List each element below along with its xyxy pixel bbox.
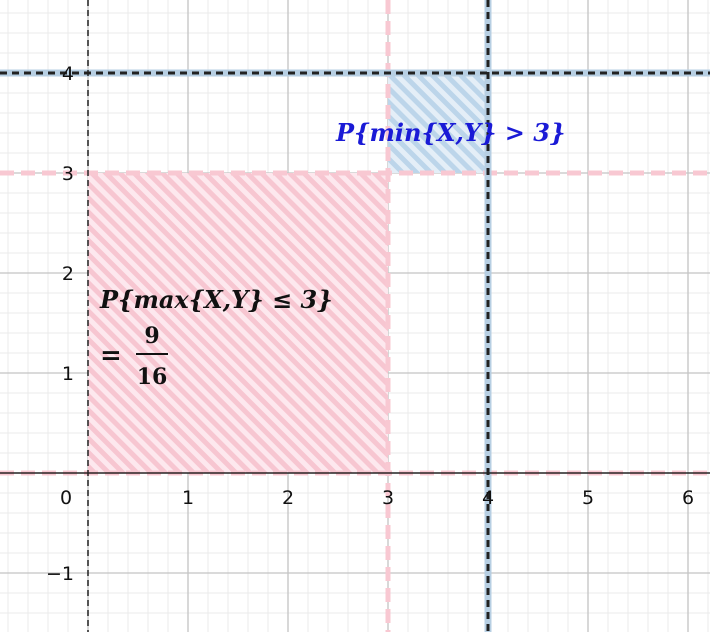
fraction-numerator: 9 [144,323,159,349]
equals-sign: = [100,341,122,371]
x-tick-label: 3 [382,487,394,509]
max-region-hatched [88,173,388,473]
y-tick-label: 3 [62,163,74,185]
fraction-denominator: 16 [137,364,168,390]
x-tick-label: 1 [182,487,194,509]
y-tick-label: 1 [62,363,74,385]
x-tick-label: 0 [60,487,72,509]
x-tick-label: 2 [282,487,294,509]
y-tick-label: −1 [46,563,74,585]
y-tick-label: 2 [62,263,74,285]
y-tick-label: 4 [62,63,74,85]
min-region-hatched [388,73,488,173]
x-tick-label: 4 [482,487,494,509]
min-probability-label: P{min{X,Y} > 3} [335,118,565,147]
x-tick-label: 5 [582,487,594,509]
y-tick-labels: 4 3 2 1 −1 [46,63,74,585]
max-probability-expression: P{max{X,Y} ≤ 3} [99,285,333,314]
max-probability-label: P{max{X,Y} ≤ 3} = 9 16 [99,285,333,390]
x-tick-label: 6 [682,487,694,509]
x-tick-labels: 0 1 2 3 4 5 6 [60,487,694,509]
